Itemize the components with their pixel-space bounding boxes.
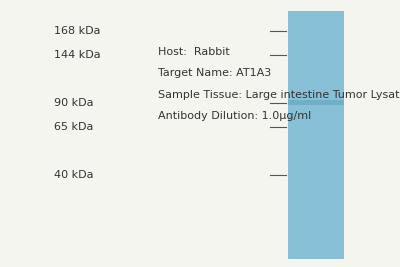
Bar	[288, 11, 344, 259]
Text: Host:  Rabbit: Host: Rabbit	[158, 47, 230, 57]
Text: 168 kDa: 168 kDa	[54, 26, 100, 36]
Text: 144 kDa: 144 kDa	[54, 50, 101, 60]
Text: 65 kDa: 65 kDa	[54, 122, 93, 132]
Text: 40 kDa: 40 kDa	[54, 170, 94, 180]
Text: 90 kDa: 90 kDa	[54, 98, 94, 108]
Text: Target Name: AT1A3: Target Name: AT1A3	[158, 68, 271, 78]
Text: Sample Tissue: Large intestine Tumor Lysate: Sample Tissue: Large intestine Tumor Lys…	[158, 90, 400, 100]
Bar	[288, 100, 344, 105]
Text: Antibody Dilution: 1.0μg/ml: Antibody Dilution: 1.0μg/ml	[158, 111, 311, 121]
